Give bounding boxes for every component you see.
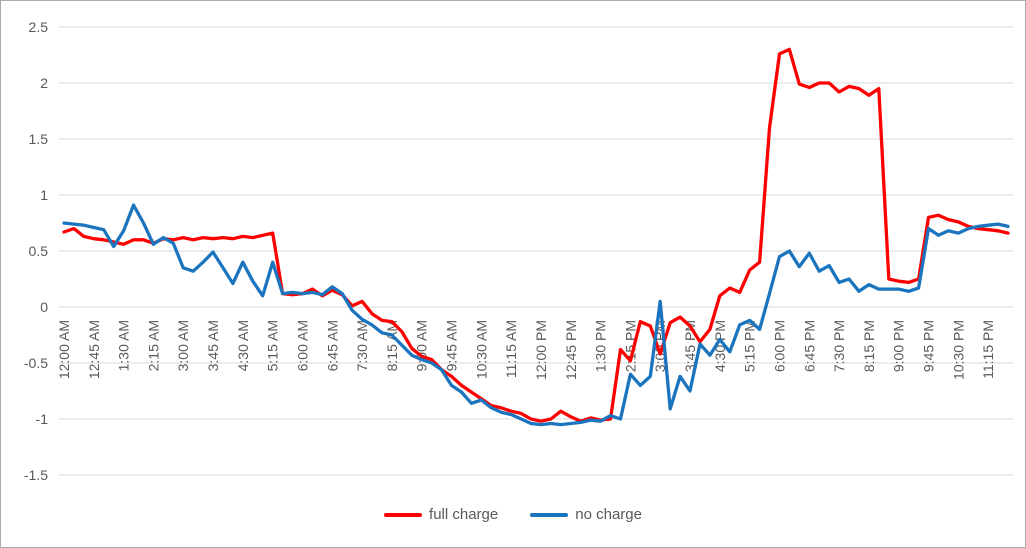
x-axis-tick-label: 5:15 AM (265, 320, 281, 371)
x-axis-tick-label: 3:45 AM (205, 320, 221, 371)
x-axis-tick-label: 9:45 PM (921, 320, 937, 372)
x-axis-tick-label: 6:45 PM (801, 320, 817, 372)
series-line-no-charge (62, 203, 1010, 427)
x-axis-tick-label: 9:45 AM (444, 320, 460, 371)
legend-item-full-charge: full charge (384, 506, 498, 523)
y-axis-tick-label: 2.5 (29, 19, 49, 35)
y-axis-tick-label: -0.5 (24, 355, 48, 371)
x-axis-tick-label: 6:00 AM (294, 320, 310, 371)
x-axis-tick-label: 6:45 AM (324, 320, 340, 371)
x-axis-tick-label: 1:30 AM (116, 320, 132, 371)
x-axis-tick-label: 9:00 AM (414, 320, 430, 371)
x-axis-tick-label: 3:00 AM (175, 320, 191, 371)
x-axis-tick-label: 12:45 PM (563, 320, 579, 380)
x-axis-tick-label: 2:15 PM (622, 320, 638, 372)
x-axis-tick-label: 5:15 PM (742, 320, 758, 372)
x-axis-tick-label: 7:30 PM (831, 320, 847, 372)
y-axis-tick-label: -1.5 (24, 467, 48, 483)
chart-legend: full charge no charge (1, 506, 1025, 523)
y-axis-tick-label: -1 (36, 411, 49, 427)
x-axis-tick-label: 11:15 PM (980, 320, 996, 379)
x-axis-tick-label: 12:00 AM (56, 320, 72, 379)
y-axis-tick-label: 0.5 (29, 243, 49, 259)
x-axis-tick-label: 1:30 PM (593, 320, 609, 372)
y-axis-tick-label: 1.5 (29, 131, 49, 147)
x-axis-tick-label: 9:00 PM (891, 320, 907, 372)
legend-item-no-charge: no charge (530, 506, 642, 523)
x-axis-tick-label: 12:00 PM (533, 320, 549, 380)
legend-label-no-charge: no charge (575, 506, 642, 523)
x-axis-tick-label: 7:30 AM (354, 320, 370, 371)
series-line-full-charge (62, 47, 1010, 423)
x-axis-tick-label: 6:00 PM (771, 320, 787, 372)
x-axis-tick-label: 4:30 AM (235, 320, 251, 371)
legend-swatch-no-charge (530, 512, 569, 517)
y-axis-tick-label: 2 (40, 75, 48, 91)
y-axis-tick-label: 0 (40, 299, 48, 315)
legend-swatch-full-charge (384, 512, 423, 517)
x-axis-tick-label: 2:15 AM (145, 320, 161, 371)
x-axis-tick-label: 12:45 AM (86, 320, 102, 379)
x-axis-tick-label: 4:30 PM (712, 320, 728, 372)
x-axis-tick-label: 8:15 PM (861, 320, 877, 372)
x-axis-tick-label: 11:15 AM (503, 320, 519, 378)
legend-label-full-charge: full charge (429, 506, 499, 523)
x-axis-tick-label: 10:30 PM (950, 320, 966, 380)
x-axis-tick-label: 10:30 AM (473, 320, 489, 379)
y-axis-tick-label: 1 (40, 187, 48, 203)
